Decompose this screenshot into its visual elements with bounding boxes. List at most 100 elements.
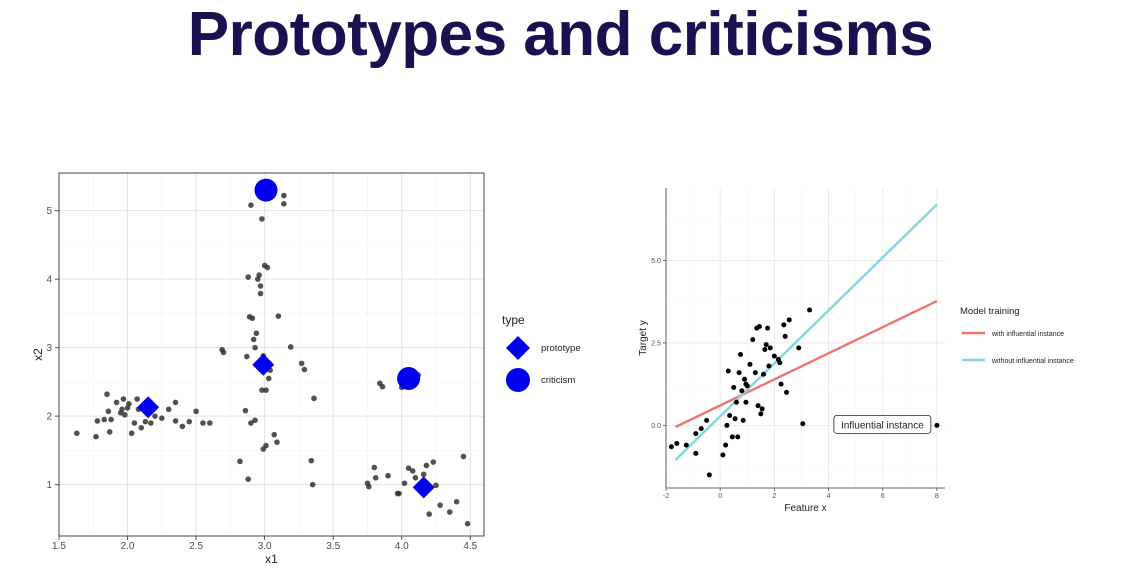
data-point — [120, 396, 127, 402]
data-point — [372, 474, 379, 481]
data-point — [138, 424, 145, 431]
data-point — [309, 481, 316, 488]
x-tick-label: 3.5 — [326, 541, 340, 552]
data-point — [464, 520, 471, 527]
data-point — [755, 403, 761, 409]
data-point — [786, 317, 792, 323]
data-point — [732, 416, 738, 422]
data-point — [756, 323, 762, 329]
x-tick-label: -2 — [663, 493, 669, 500]
data-point — [253, 330, 260, 337]
criticism-marker — [254, 178, 278, 202]
legend-with-label: with influential instance — [991, 331, 1064, 338]
y-tick-label: 2 — [46, 412, 52, 423]
y-tick-label: 5.0 — [651, 258, 661, 265]
data-point — [733, 399, 739, 405]
data-point — [742, 376, 748, 382]
data-point — [739, 388, 745, 394]
x-axis-label: x1 — [265, 552, 278, 566]
data-point — [249, 315, 256, 322]
y-axis-label: x2 — [31, 348, 45, 361]
legend-prototype-label: prototype — [541, 343, 581, 354]
data-point — [366, 483, 372, 490]
data-point — [752, 370, 758, 376]
data-point — [698, 426, 704, 432]
legend-criticism-label: criticism — [541, 375, 575, 386]
plot-border — [58, 172, 485, 537]
data-point — [275, 313, 282, 319]
data-point — [437, 502, 443, 508]
x-tick-label: 4.0 — [395, 541, 409, 552]
x-tick-label: 8 — [935, 493, 939, 500]
x-axis-label: Feature x — [784, 503, 826, 514]
data-point — [784, 389, 790, 395]
data-point — [766, 363, 772, 369]
data-point — [248, 420, 254, 426]
data-point — [736, 370, 742, 376]
legend: type prototype criticism — [502, 313, 581, 392]
data-point — [193, 408, 199, 415]
data-point — [720, 452, 726, 458]
data-point — [704, 417, 710, 423]
y-axis-label: Target y — [638, 320, 649, 356]
data-point — [264, 264, 271, 271]
plot-panel — [59, 173, 484, 536]
data-point — [771, 353, 777, 359]
data-point — [298, 360, 305, 367]
x-tick-label: 2 — [772, 493, 776, 500]
data-point — [281, 201, 287, 207]
data-point — [800, 421, 806, 427]
data-point — [723, 442, 729, 448]
plot-panel — [666, 188, 945, 488]
data-point — [242, 407, 249, 414]
data-point — [172, 418, 179, 424]
x-tick-label: 2.0 — [121, 541, 135, 552]
data-point — [128, 430, 135, 437]
data-point — [729, 434, 735, 440]
data-point — [761, 371, 767, 377]
data-point — [106, 429, 113, 435]
data-point — [259, 216, 265, 222]
data-point — [119, 406, 125, 413]
criticism-marker — [397, 366, 421, 390]
y-tick-label: 3 — [46, 343, 52, 354]
data-point — [263, 387, 269, 393]
data-point — [446, 509, 453, 515]
data-point — [172, 399, 179, 406]
influential-instance-annotation: Influential instance — [833, 414, 932, 434]
data-point — [271, 431, 278, 438]
data-point — [101, 416, 108, 423]
data-point — [777, 360, 783, 366]
data-point — [781, 322, 787, 328]
data-point — [311, 395, 317, 402]
data-point — [934, 422, 940, 428]
data-point — [126, 401, 132, 407]
data-point — [250, 336, 257, 343]
data-point — [122, 411, 128, 418]
data-point — [113, 399, 120, 406]
data-point — [200, 420, 206, 426]
data-point — [371, 464, 378, 471]
data-point — [237, 458, 243, 465]
data-point — [281, 192, 287, 199]
y-tick-label: 5 — [46, 206, 52, 217]
data-point — [731, 384, 737, 390]
data-point — [735, 434, 741, 440]
data-point — [287, 344, 294, 350]
data-point — [108, 416, 114, 423]
data-point — [93, 433, 99, 440]
data-point — [256, 272, 262, 278]
data-point — [265, 375, 272, 382]
x-tick-label: 1.5 — [52, 541, 66, 552]
data-point — [430, 459, 437, 465]
data-point — [796, 345, 802, 351]
data-point — [274, 439, 280, 445]
data-point — [426, 511, 432, 517]
x-tick-label: 4.5 — [463, 541, 477, 552]
data-point — [750, 337, 756, 343]
data-point — [683, 442, 689, 448]
annotation-box — [833, 414, 932, 434]
x-tick-label: 2.5 — [189, 541, 203, 552]
data-point — [401, 480, 408, 487]
